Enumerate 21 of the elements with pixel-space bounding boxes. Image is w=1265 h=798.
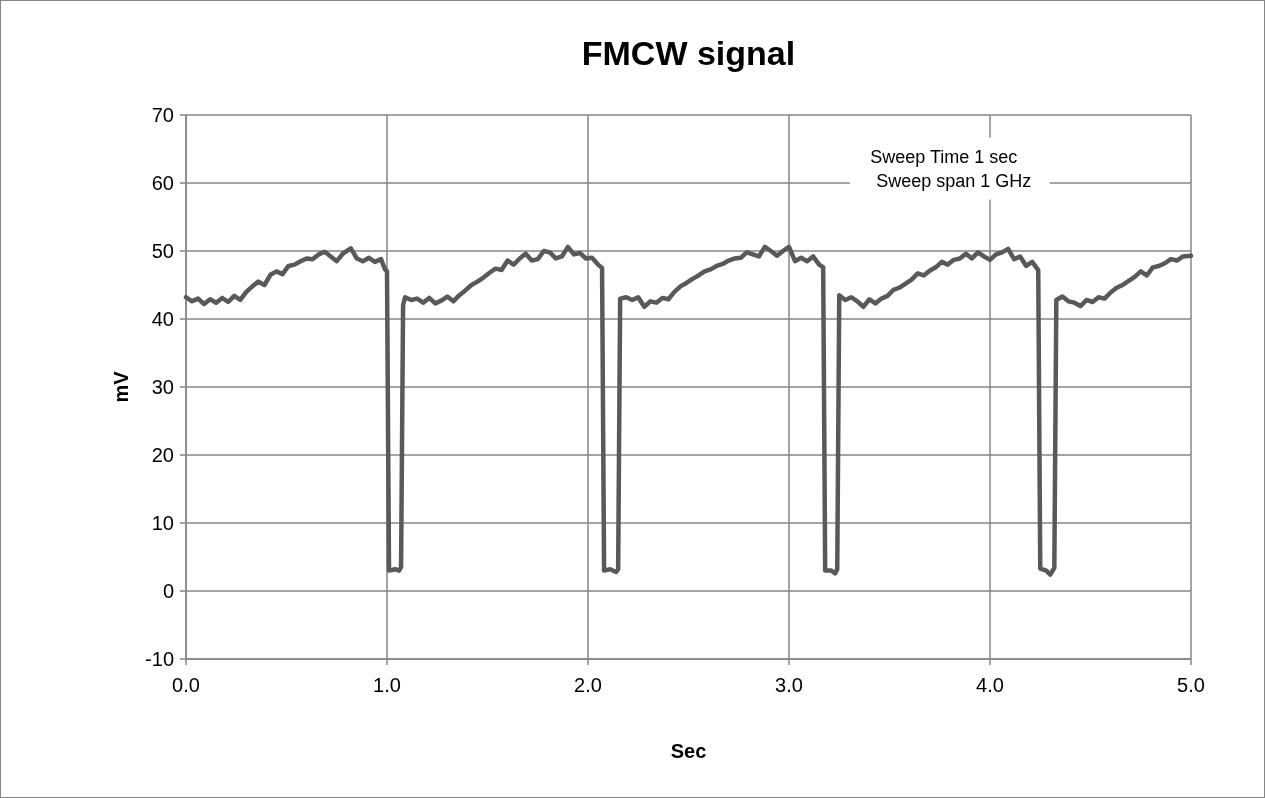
chart-title: FMCW signal (581, 34, 796, 72)
y-tick-label: 0 (162, 580, 174, 602)
y-tick-label: 10 (151, 512, 174, 534)
y-tick-label: 30 (151, 376, 174, 398)
x-tick-label: 0.0 (172, 674, 200, 696)
y-axis-title: mV (110, 370, 132, 403)
x-tick-label: 2.0 (574, 674, 602, 696)
x-tick-label: 4.0 (976, 674, 1004, 696)
y-tick-label: -10 (145, 648, 174, 670)
y-tick-label: 60 (151, 172, 174, 194)
line-series (183, 244, 1194, 577)
annotation: Sweep span 1 GHz (876, 170, 1032, 191)
y-tick-label: 20 (151, 444, 174, 466)
annotation: Sweep Time 1 sec (870, 146, 1018, 167)
x-axis-title: Sec (670, 740, 707, 762)
y-tick-label: 50 (151, 240, 174, 262)
y-tick-label: 70 (151, 104, 174, 126)
x-tick-label: 3.0 (775, 674, 803, 696)
y-tick-label: 40 (151, 308, 174, 330)
x-tick-label: 1.0 (373, 674, 401, 696)
x-tick-label: 5.0 (1177, 674, 1205, 696)
